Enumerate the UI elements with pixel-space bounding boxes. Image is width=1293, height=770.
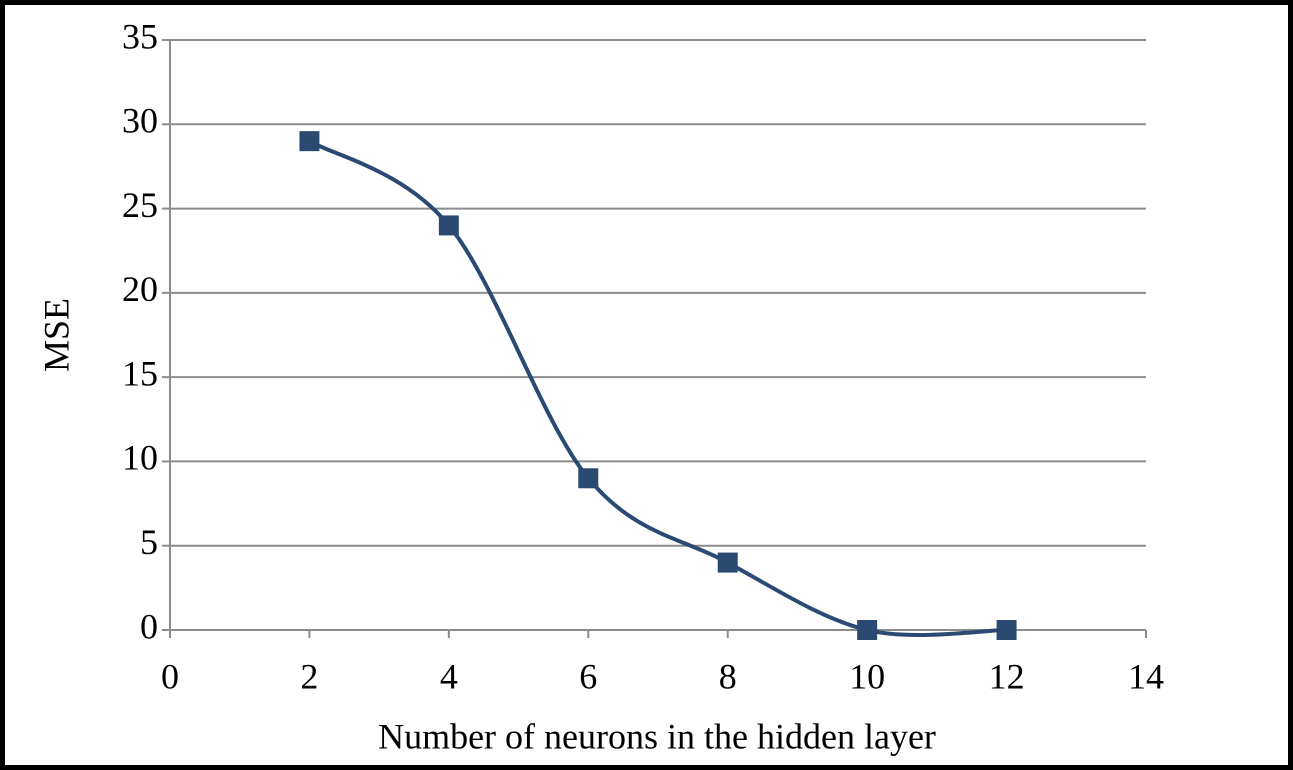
y-tick-label: 25 xyxy=(122,185,158,225)
marker xyxy=(438,215,459,236)
marker xyxy=(717,552,738,573)
y-tick-label: 10 xyxy=(122,438,158,478)
x-tick-label: 2 xyxy=(300,656,318,696)
y-axis-label: MSE xyxy=(36,298,76,372)
x-tick-label: 4 xyxy=(440,656,458,696)
x-axis-label: Number of neurons in the hidden layer xyxy=(378,716,936,756)
y-tick-label: 20 xyxy=(122,269,158,309)
x-tick-label: 0 xyxy=(161,656,179,696)
y-tick-label: 5 xyxy=(140,522,158,562)
x-tick-label: 12 xyxy=(989,656,1025,696)
y-tick-label: 15 xyxy=(122,353,158,393)
marker xyxy=(996,620,1017,640)
x-tick-label: 8 xyxy=(719,656,737,696)
marker xyxy=(578,468,599,489)
marker xyxy=(857,620,878,640)
y-tick-label: 0 xyxy=(140,606,158,646)
y-tick-label: 35 xyxy=(122,16,158,56)
x-tick-label: 6 xyxy=(579,656,597,696)
x-tick-label: 14 xyxy=(1128,656,1164,696)
marker xyxy=(299,131,320,152)
x-tick-label: 10 xyxy=(849,656,885,696)
y-tick-label: 30 xyxy=(122,101,158,141)
